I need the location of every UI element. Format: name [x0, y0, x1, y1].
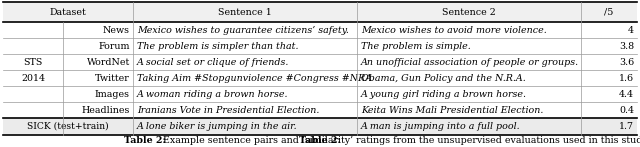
- Text: 3.6: 3.6: [619, 58, 634, 67]
- Text: Table 2:: Table 2:: [124, 136, 166, 145]
- Text: 0.4: 0.4: [620, 106, 634, 115]
- Bar: [3, 2, 637, 22]
- Text: An unofficial association of people or groups.: An unofficial association of people or g…: [361, 58, 579, 67]
- Bar: [3, 118, 637, 135]
- Text: Obama, Gun Policy and the N.R.A.: Obama, Gun Policy and the N.R.A.: [361, 74, 525, 83]
- Text: 4: 4: [628, 26, 634, 35]
- Text: A lone biker is jumping in the air.: A lone biker is jumping in the air.: [137, 122, 298, 131]
- Text: 3.8: 3.8: [619, 42, 634, 51]
- Text: Mexico wishes to guarantee citizens’ safety.: Mexico wishes to guarantee citizens’ saf…: [137, 26, 349, 35]
- Text: Taking Aim #Stopgunviolence #Congress #NRA: Taking Aim #Stopgunviolence #Congress #N…: [137, 74, 372, 83]
- Text: The problem is simple.: The problem is simple.: [361, 42, 470, 51]
- Text: A woman riding a brown horse.: A woman riding a brown horse.: [137, 90, 289, 99]
- Text: 1.7: 1.7: [620, 122, 634, 131]
- Text: Headlines: Headlines: [81, 106, 130, 115]
- Text: The problem is simpler than that.: The problem is simpler than that.: [137, 42, 298, 51]
- Text: 1.6: 1.6: [619, 74, 634, 83]
- Text: A young girl riding a brown horse.: A young girl riding a brown horse.: [361, 90, 527, 99]
- Text: A man is jumping into a full pool.: A man is jumping into a full pool.: [361, 122, 520, 131]
- Text: Sentence 2: Sentence 2: [442, 8, 496, 17]
- Text: Images: Images: [95, 90, 130, 99]
- Text: 4.4: 4.4: [620, 90, 634, 99]
- Text: A social set or clique of friends.: A social set or clique of friends.: [137, 58, 289, 67]
- Text: SICK (test+train): SICK (test+train): [28, 122, 109, 131]
- Text: Example sentence pairs and ‘similarity’ ratings from the unsupervised evaluation: Example sentence pairs and ‘similarity’ …: [157, 136, 640, 145]
- Text: Dataset: Dataset: [50, 8, 86, 17]
- Text: WordNet: WordNet: [86, 58, 130, 67]
- Text: Table 2:: Table 2:: [299, 136, 341, 145]
- Text: Mexico wishes to avoid more violence.: Mexico wishes to avoid more violence.: [361, 26, 547, 35]
- Text: Sentence 1: Sentence 1: [218, 8, 272, 17]
- Text: /5: /5: [604, 8, 614, 17]
- Text: News: News: [103, 26, 130, 35]
- Text: STS: STS: [23, 58, 43, 67]
- Text: 2014: 2014: [21, 74, 45, 83]
- Text: Keita Wins Mali Presidential Election.: Keita Wins Mali Presidential Election.: [361, 106, 543, 115]
- Text: Twitter: Twitter: [95, 74, 130, 83]
- Text: Iranians Vote in Presidential Election.: Iranians Vote in Presidential Election.: [137, 106, 319, 115]
- Text: Forum: Forum: [99, 42, 130, 51]
